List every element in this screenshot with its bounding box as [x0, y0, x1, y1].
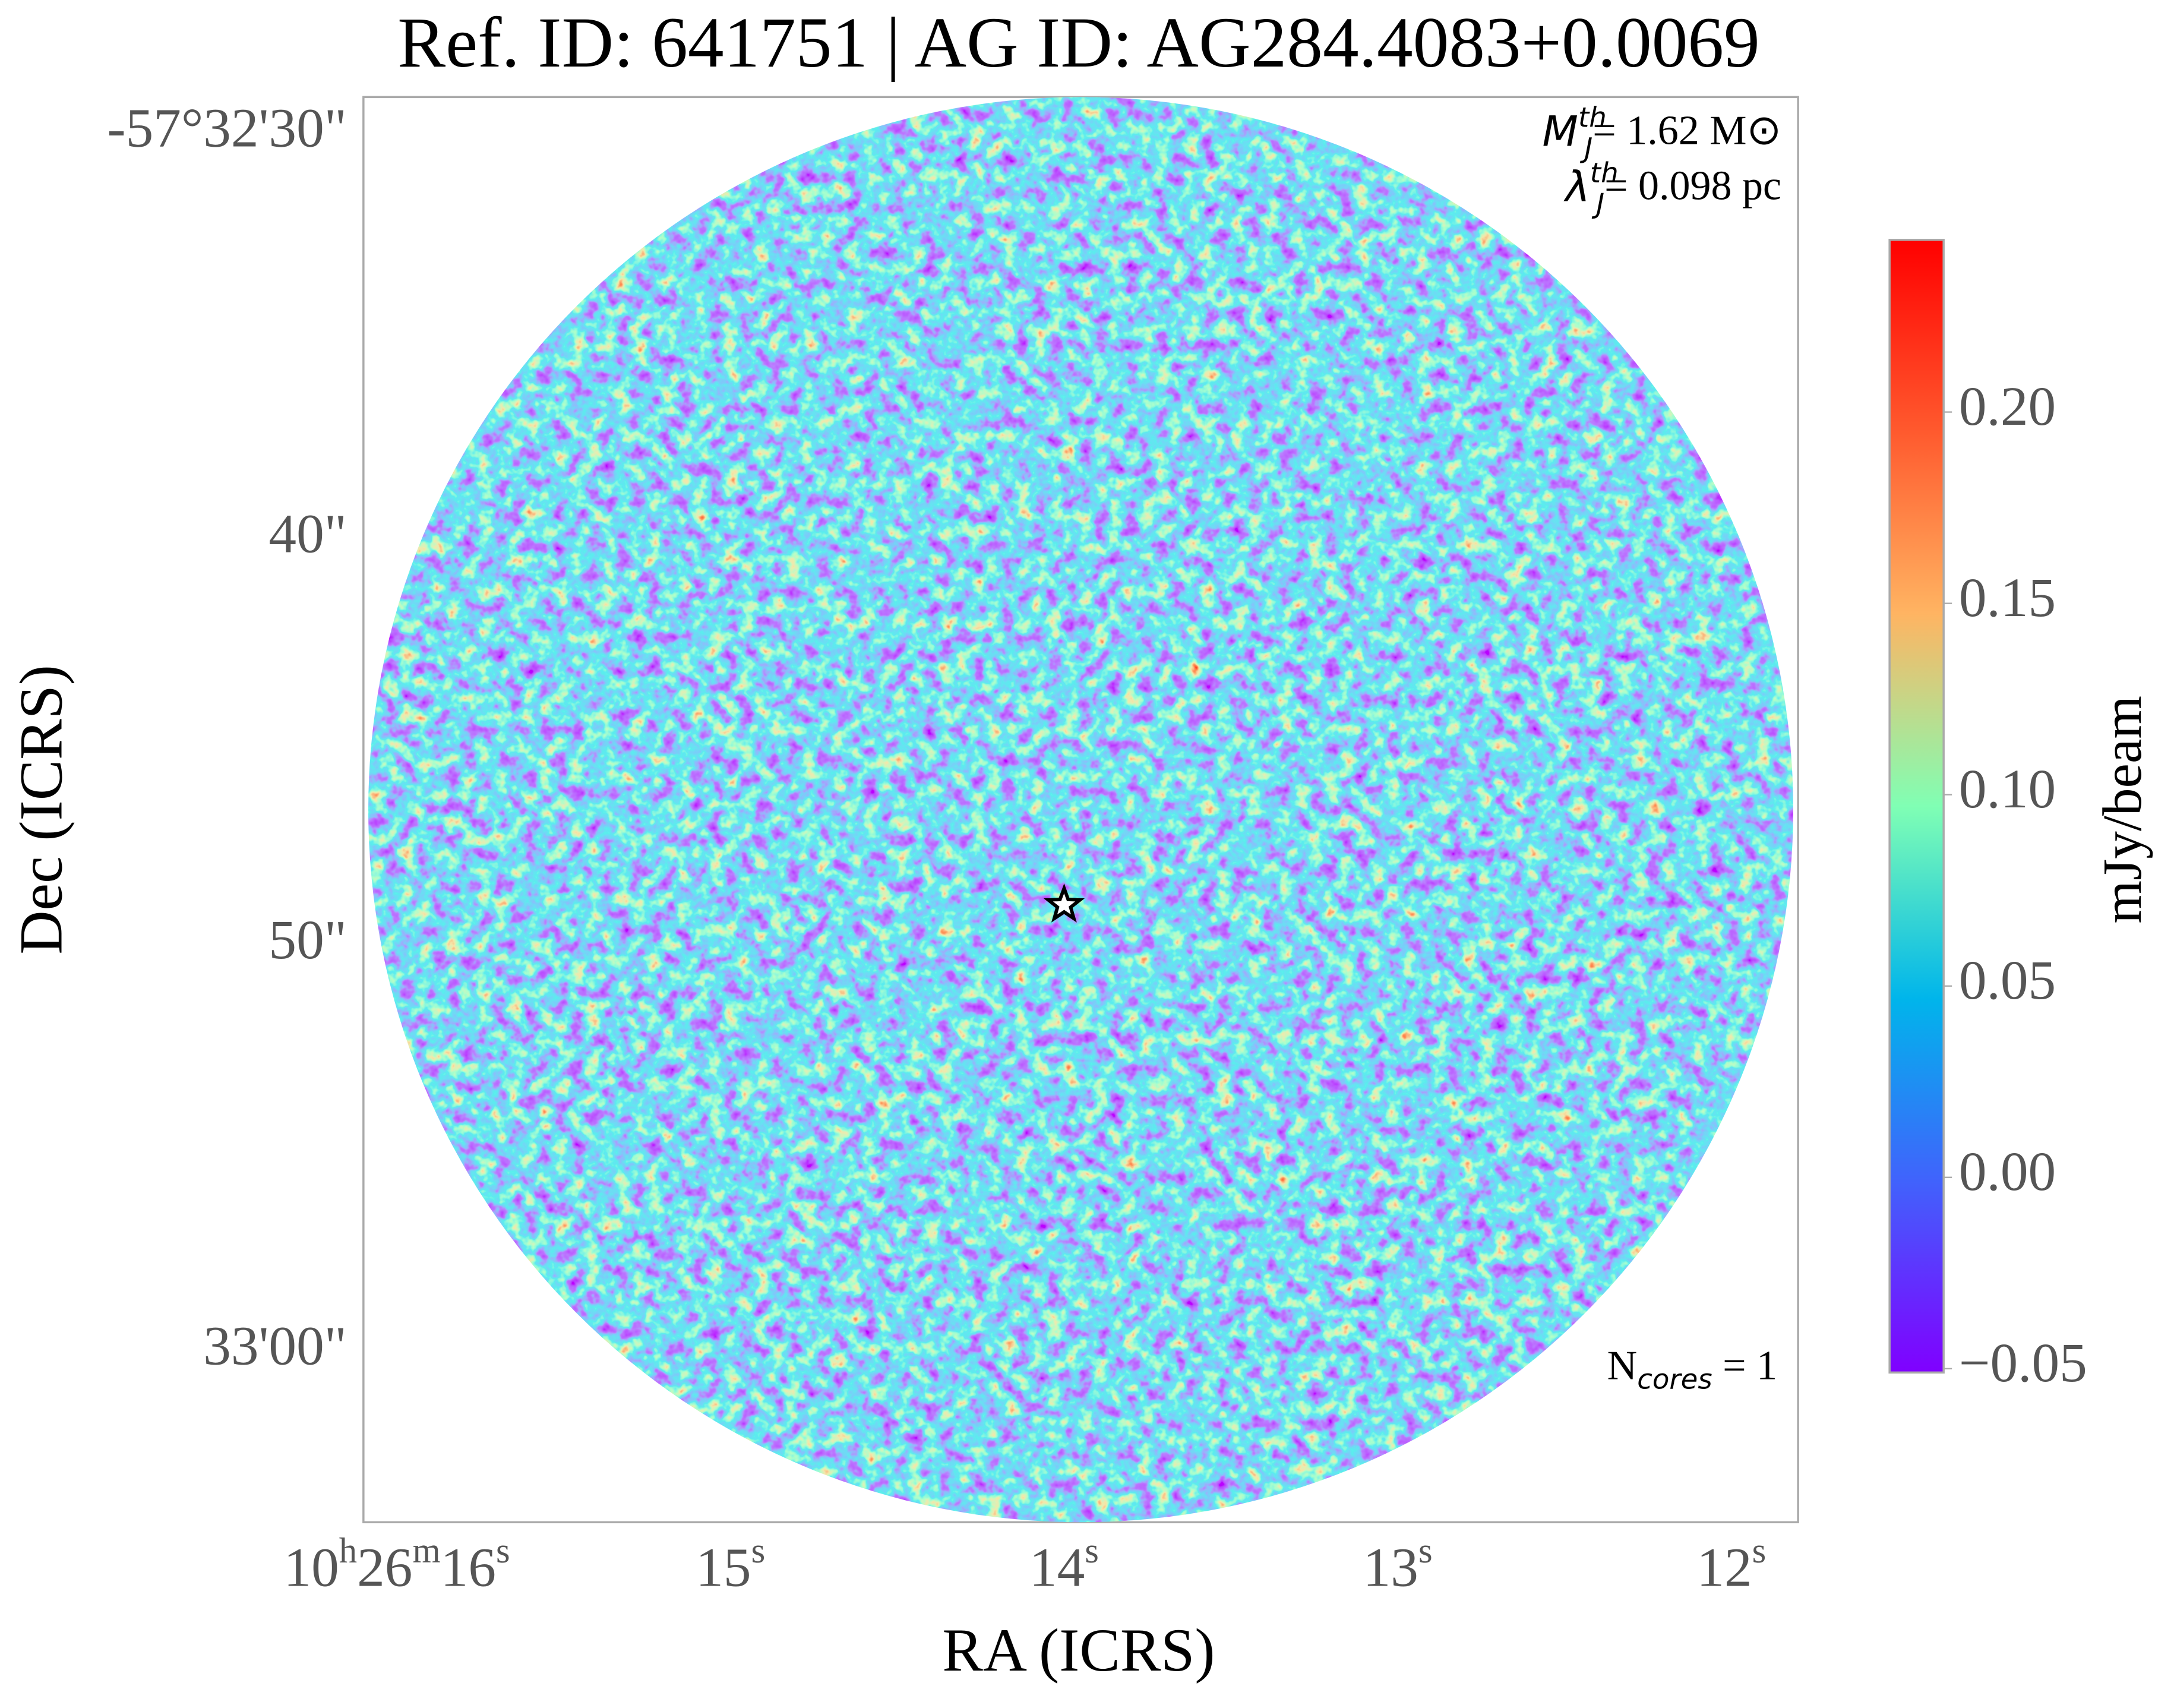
colorbar-tick-label: 0.20 [1959, 376, 2056, 437]
x-tick-label: 12s [1696, 1531, 1766, 1599]
y-tick-label: 33'00" [203, 1316, 347, 1377]
y-tick-label: 40" [268, 504, 346, 565]
annotation-symbol: M [1543, 107, 1578, 156]
x-tick-label: 13s [1363, 1531, 1433, 1599]
map [368, 97, 1793, 1523]
y-tick-label: 50" [268, 910, 346, 971]
colorbar-tick-label: −0.05 [1959, 1333, 2087, 1394]
colorbar-tick-label: 0.05 [1959, 950, 2056, 1011]
colorbar-label: mJy/beam [2092, 696, 2153, 924]
annotation-sub: cores [1637, 1363, 1712, 1396]
colorbar [1888, 238, 1945, 1374]
x-tick-label: 15s [696, 1531, 765, 1599]
intensity-map [368, 97, 1793, 1523]
annotation-symbol: N [1607, 1343, 1638, 1389]
annotation-sup: th [1578, 102, 1607, 134]
annotation-symbol: λ [1563, 163, 1590, 211]
colorbar-tick-label: 0.10 [1959, 759, 2056, 820]
source-marker [1043, 883, 1085, 923]
x-tick-label: 10h26m16s [283, 1531, 510, 1599]
colorbar-tick-label: 0.00 [1959, 1141, 2056, 1202]
annotation-sup: th [1590, 157, 1619, 190]
annotation-text: = 1 [1712, 1343, 1777, 1389]
y-tick-label: -57°32'30" [108, 97, 347, 159]
annotation: λth J= 0.098 pc [1563, 157, 1781, 220]
annotation: Ncores = 1 [1607, 1343, 1777, 1396]
colorbar-tick-label: 0.15 [1959, 567, 2056, 629]
annotation-text: = 1.62 M⊙ [1592, 108, 1781, 153]
chart-title: Ref. ID: 641751 | AG ID: AG284.4083+0.00… [397, 3, 1759, 83]
y-axis-label: Dec (ICRS) [8, 665, 75, 955]
x-axis-label: RA (ICRS) [942, 1617, 1215, 1684]
x-tick-label: 14s [1029, 1531, 1099, 1599]
annotation-text: = 0.098 pc [1604, 163, 1781, 209]
